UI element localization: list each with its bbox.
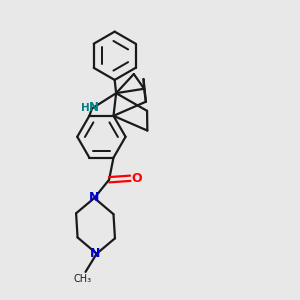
Text: N: N [90,247,101,260]
Text: CH₃: CH₃ [74,274,92,284]
Text: N: N [89,191,100,205]
Text: H: H [81,103,90,112]
Text: O: O [131,172,142,185]
Text: N: N [89,101,99,114]
